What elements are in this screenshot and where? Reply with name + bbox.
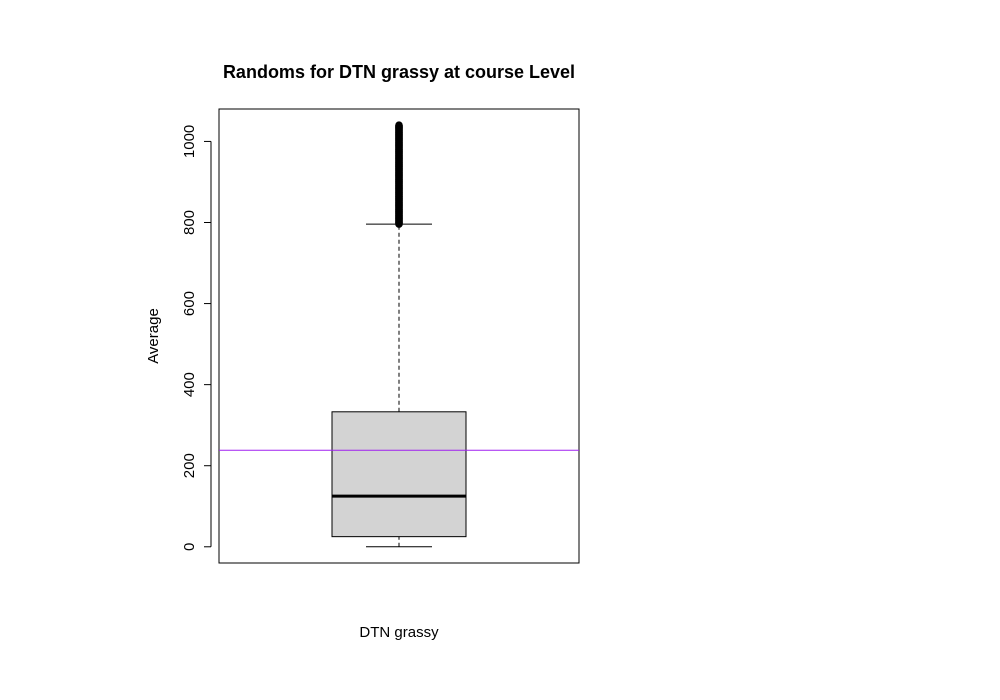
y-tick-label: 200 [181, 453, 198, 478]
x-axis-label: DTN grassy [359, 624, 439, 641]
chart-title: Randoms for DTN grassy at course Level [223, 62, 575, 82]
y-tick-label: 600 [181, 291, 198, 316]
y-tick-label: 800 [181, 210, 198, 235]
plot-content [219, 121, 579, 548]
y-tick-label: 1000 [181, 125, 198, 158]
outlier-point [395, 121, 403, 130]
plot-frame [218, 108, 580, 564]
y-tick-label: 0 [181, 543, 198, 551]
y-axis: 0 200 400 600 800 1000 [181, 125, 212, 551]
y-axis-label: Average [145, 308, 162, 364]
box-iqr [331, 411, 467, 538]
y-tick-label: 400 [181, 372, 198, 397]
outlier-points [395, 121, 403, 228]
